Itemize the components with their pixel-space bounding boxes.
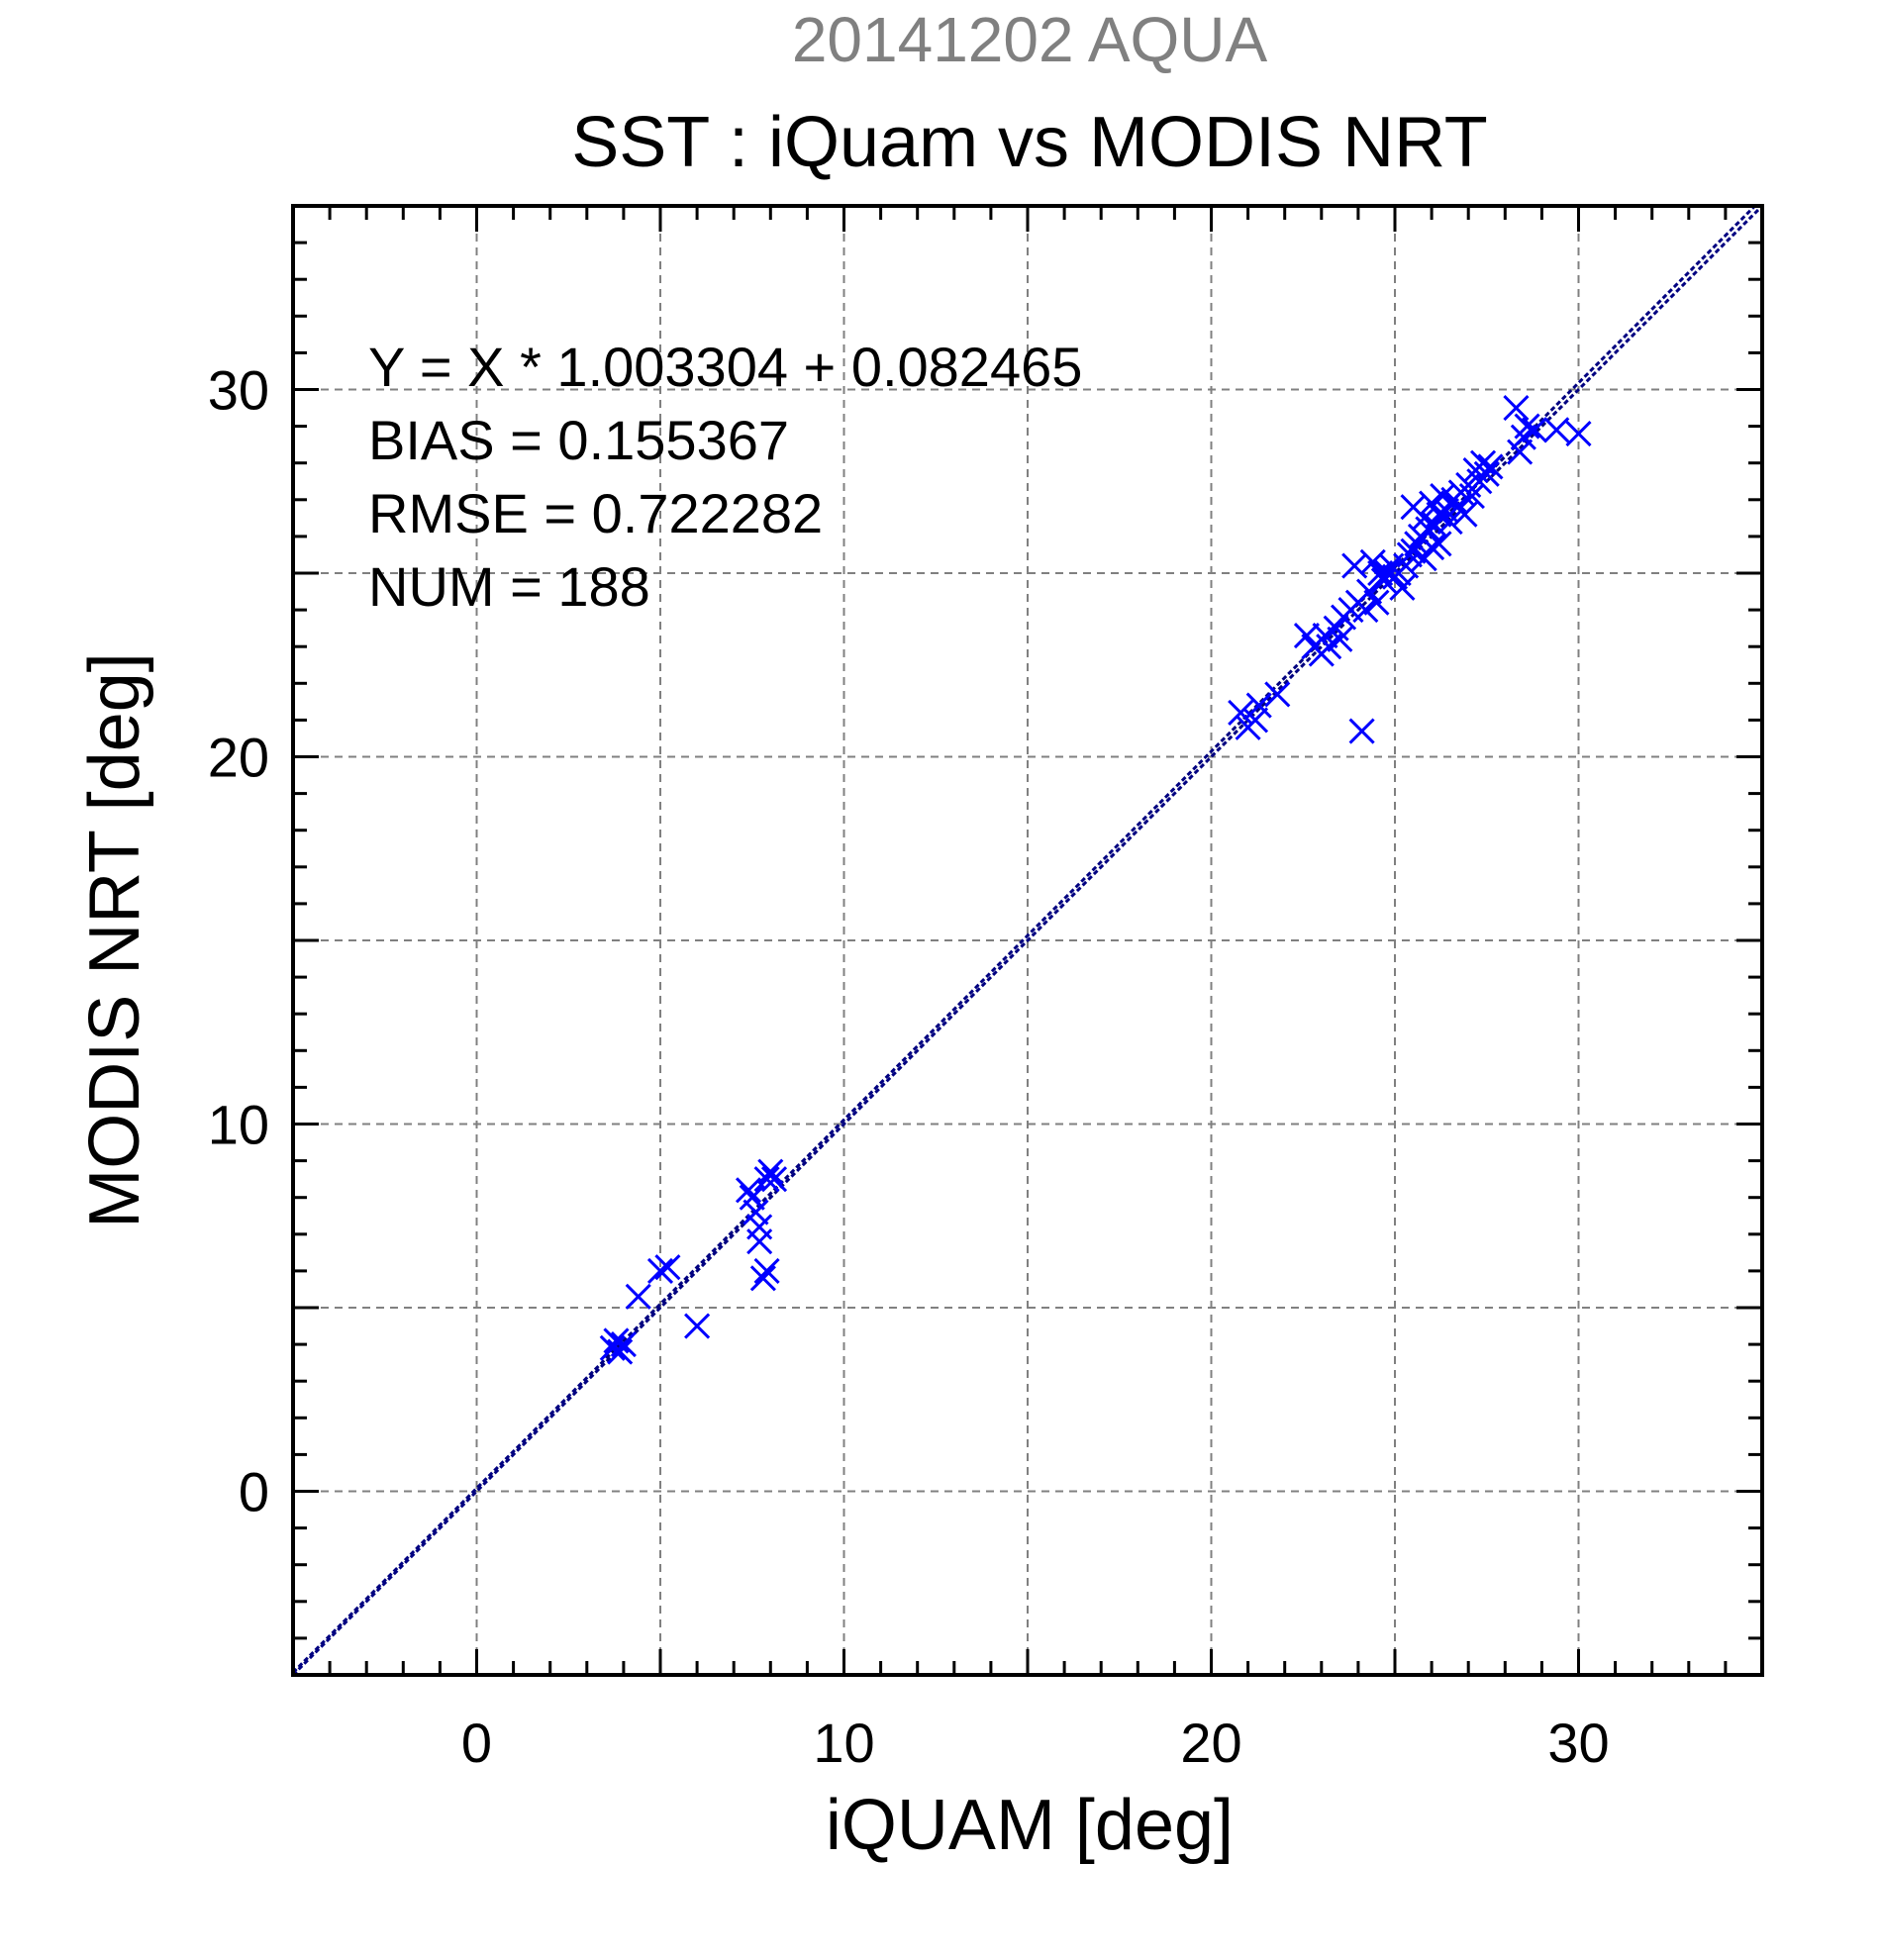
x-axis-label: iQUAM [deg] [826, 1786, 1234, 1865]
chart-date-title: 20141202 AQUA [792, 4, 1268, 75]
data-point [1293, 623, 1321, 649]
data-point [1367, 559, 1394, 587]
data-point [1426, 531, 1452, 557]
plot-frame [291, 204, 1764, 1677]
data-point [1507, 439, 1534, 465]
data-point [749, 1265, 776, 1292]
data-point [1316, 634, 1342, 660]
data-point [1543, 417, 1570, 443]
y-axis-label: MODIS NRT [deg] [75, 652, 154, 1228]
data-point [1521, 417, 1548, 443]
x-tick-label: 10 [813, 1712, 874, 1774]
data-point [1245, 692, 1272, 719]
data-point [1348, 718, 1375, 744]
regression-line [293, 206, 1757, 1674]
stats-rmse: RMSE = 0.722282 [368, 482, 823, 544]
data-point [753, 1257, 780, 1284]
x-tick-label: 0 [461, 1712, 492, 1774]
data-point [646, 1257, 674, 1284]
data-point [1503, 394, 1530, 422]
data-point [1389, 574, 1416, 601]
scatter-points [599, 394, 1592, 1365]
data-point [1565, 420, 1592, 447]
y-tick-label: 20 [208, 727, 269, 789]
data-point [1436, 508, 1463, 536]
data-point [746, 1214, 773, 1240]
data-point [1473, 460, 1500, 487]
data-point [684, 1313, 711, 1339]
data-point [1451, 501, 1478, 528]
data-point [1477, 453, 1504, 480]
data-point [654, 1254, 681, 1281]
data-point [1419, 534, 1445, 561]
data-point [1363, 589, 1390, 616]
y-tick-label: 0 [239, 1461, 269, 1523]
data-point [625, 1283, 651, 1310]
stats-annotation: Y = X * 1.003304 + 0.082465 BIAS = 0.155… [368, 336, 1082, 618]
data-point [735, 1177, 762, 1204]
data-point [742, 1199, 769, 1225]
data-point [739, 1184, 765, 1211]
axis-ticks: 0 10 20 30 0 10 20 30 [208, 206, 1762, 1774]
data-point [607, 1338, 634, 1365]
y-tick-label: 30 [208, 359, 269, 422]
data-point [760, 1166, 788, 1193]
stats-num: NUM = 188 [368, 555, 650, 618]
stats-equation: Y = X * 1.003304 + 0.082465 [368, 336, 1082, 398]
stats-bias: BIAS = 0.155367 [368, 409, 789, 471]
data-point [1264, 681, 1291, 708]
data-point [753, 1166, 780, 1193]
chart-title: SST : iQuam vs MODIS NRT [571, 103, 1488, 182]
data-point [1241, 707, 1269, 734]
x-tick-label: 30 [1547, 1712, 1609, 1774]
data-point [1228, 699, 1254, 727]
data-point [1458, 483, 1485, 510]
y-tick-label: 10 [208, 1094, 269, 1156]
data-point [1514, 413, 1540, 440]
data-point [610, 1331, 637, 1358]
x-tick-label: 20 [1180, 1712, 1241, 1774]
data-point [1327, 626, 1353, 652]
data-point [757, 1158, 784, 1185]
